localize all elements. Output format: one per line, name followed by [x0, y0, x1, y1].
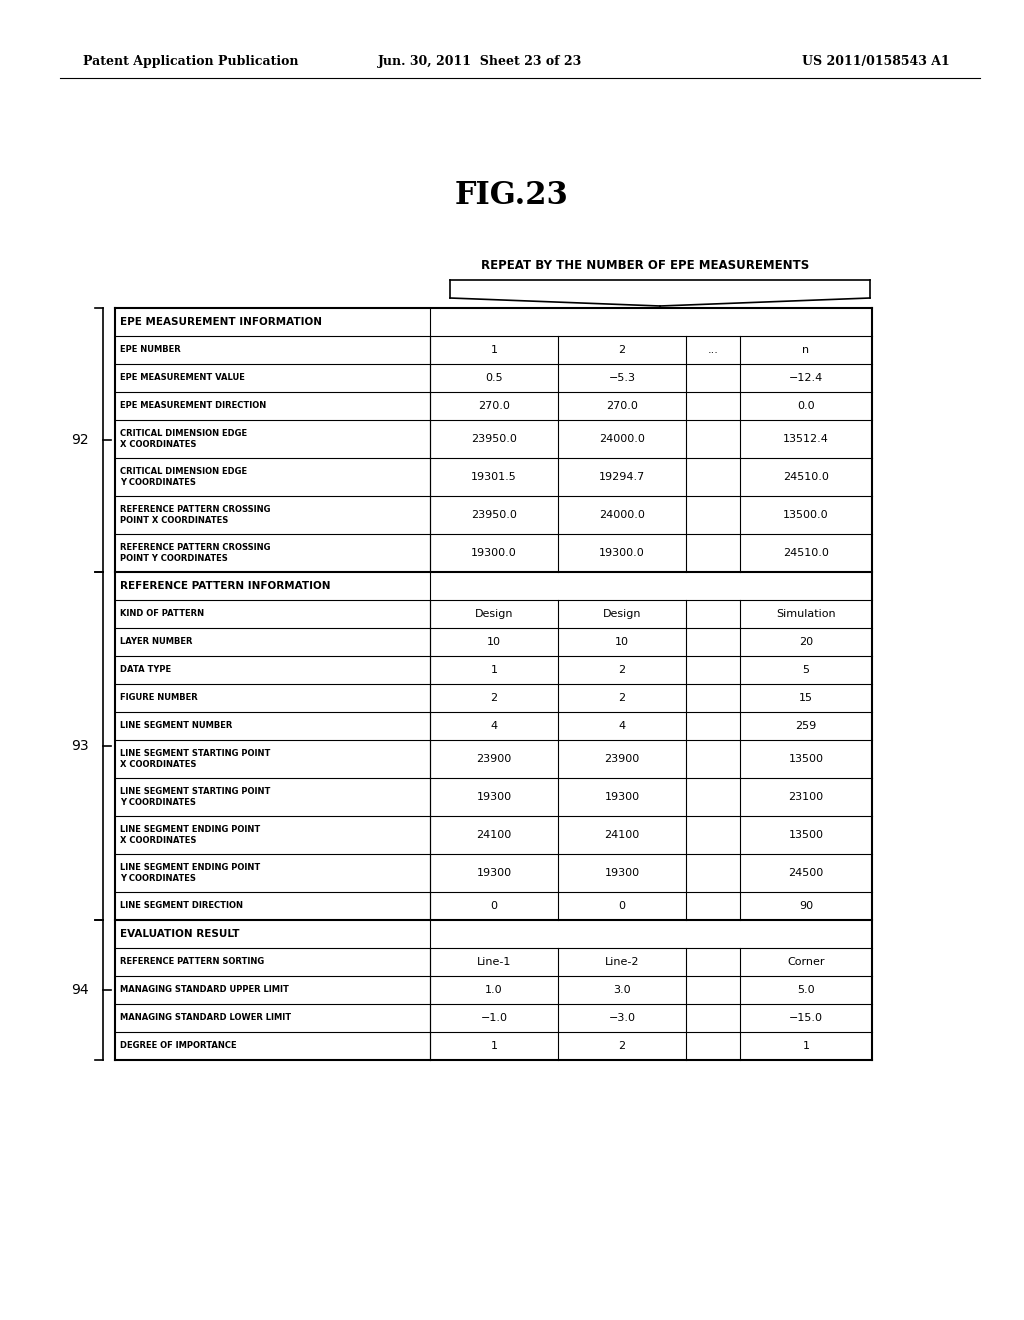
- Text: CRITICAL DIMENSION EDGE
X COORDINATES: CRITICAL DIMENSION EDGE X COORDINATES: [120, 429, 247, 449]
- Text: 24100: 24100: [604, 830, 640, 840]
- Text: 94: 94: [72, 983, 89, 997]
- Text: 19300: 19300: [604, 869, 640, 878]
- Text: 5: 5: [803, 665, 810, 675]
- Text: 10: 10: [615, 638, 629, 647]
- Text: 19301.5: 19301.5: [471, 473, 517, 482]
- Text: LINE SEGMENT ENDING POINT
X COORDINATES: LINE SEGMENT ENDING POINT X COORDINATES: [120, 825, 260, 845]
- Text: Simulation: Simulation: [776, 609, 836, 619]
- Text: LINE SEGMENT ENDING POINT
Y COORDINATES: LINE SEGMENT ENDING POINT Y COORDINATES: [120, 863, 260, 883]
- Text: 19294.7: 19294.7: [599, 473, 645, 482]
- Text: 13500: 13500: [788, 754, 823, 764]
- Text: 270.0: 270.0: [606, 401, 638, 411]
- Text: −3.0: −3.0: [608, 1012, 636, 1023]
- Text: Patent Application Publication: Patent Application Publication: [83, 55, 299, 69]
- Text: 23950.0: 23950.0: [471, 434, 517, 444]
- Text: MANAGING STANDARD UPPER LIMIT: MANAGING STANDARD UPPER LIMIT: [120, 986, 289, 994]
- Text: REFERENCE PATTERN SORTING: REFERENCE PATTERN SORTING: [120, 957, 264, 966]
- Text: 13512.4: 13512.4: [783, 434, 829, 444]
- Text: 20: 20: [799, 638, 813, 647]
- Text: US 2011/0158543 A1: US 2011/0158543 A1: [802, 55, 950, 69]
- Text: 24510.0: 24510.0: [783, 548, 829, 558]
- Text: 24000.0: 24000.0: [599, 510, 645, 520]
- Text: REFERENCE PATTERN CROSSING
POINT X COORDINATES: REFERENCE PATTERN CROSSING POINT X COORD…: [120, 506, 270, 525]
- Text: Design: Design: [603, 609, 641, 619]
- Text: 0: 0: [618, 902, 626, 911]
- Text: MANAGING STANDARD LOWER LIMIT: MANAGING STANDARD LOWER LIMIT: [120, 1014, 291, 1023]
- Text: 1: 1: [490, 665, 498, 675]
- Text: LINE SEGMENT DIRECTION: LINE SEGMENT DIRECTION: [120, 902, 243, 911]
- Text: LINE SEGMENT NUMBER: LINE SEGMENT NUMBER: [120, 722, 232, 730]
- Text: EPE MEASUREMENT DIRECTION: EPE MEASUREMENT DIRECTION: [120, 401, 266, 411]
- Text: 1: 1: [490, 345, 498, 355]
- Text: 93: 93: [72, 739, 89, 752]
- Text: 92: 92: [72, 433, 89, 447]
- Text: FIGURE NUMBER: FIGURE NUMBER: [120, 693, 198, 702]
- Text: 3.0: 3.0: [613, 985, 631, 995]
- Text: 24500: 24500: [788, 869, 823, 878]
- Text: REFERENCE PATTERN CROSSING
POINT Y COORDINATES: REFERENCE PATTERN CROSSING POINT Y COORD…: [120, 544, 270, 562]
- Text: ...: ...: [708, 345, 719, 355]
- Text: 15: 15: [799, 693, 813, 704]
- Text: −1.0: −1.0: [480, 1012, 508, 1023]
- Text: 2: 2: [618, 693, 626, 704]
- Text: EPE MEASUREMENT INFORMATION: EPE MEASUREMENT INFORMATION: [120, 317, 322, 327]
- Text: 4: 4: [618, 721, 626, 731]
- Text: n: n: [803, 345, 810, 355]
- Text: 4: 4: [490, 721, 498, 731]
- Text: FIG.23: FIG.23: [455, 180, 569, 210]
- Text: 259: 259: [796, 721, 816, 731]
- Text: 19300.0: 19300.0: [599, 548, 645, 558]
- Text: 23900: 23900: [604, 754, 640, 764]
- Text: 0.5: 0.5: [485, 374, 503, 383]
- Text: DATA TYPE: DATA TYPE: [120, 665, 171, 675]
- Text: 2: 2: [490, 693, 498, 704]
- Text: 5.0: 5.0: [798, 985, 815, 995]
- Text: 24510.0: 24510.0: [783, 473, 829, 482]
- Text: CRITICAL DIMENSION EDGE
Y COORDINATES: CRITICAL DIMENSION EDGE Y COORDINATES: [120, 467, 247, 487]
- Text: 19300: 19300: [476, 792, 512, 803]
- Text: LAYER NUMBER: LAYER NUMBER: [120, 638, 193, 647]
- Text: Corner: Corner: [787, 957, 824, 968]
- Text: 19300.0: 19300.0: [471, 548, 517, 558]
- Text: −12.4: −12.4: [788, 374, 823, 383]
- Text: LINE SEGMENT STARTING POINT
X COORDINATES: LINE SEGMENT STARTING POINT X COORDINATE…: [120, 750, 270, 768]
- Text: 13500: 13500: [788, 830, 823, 840]
- Text: 1: 1: [490, 1041, 498, 1051]
- Text: 0.0: 0.0: [798, 401, 815, 411]
- Text: 1: 1: [803, 1041, 810, 1051]
- Text: REPEAT BY THE NUMBER OF EPE MEASUREMENTS: REPEAT BY THE NUMBER OF EPE MEASUREMENTS: [481, 259, 809, 272]
- Text: KIND OF PATTERN: KIND OF PATTERN: [120, 610, 204, 619]
- Text: 1.0: 1.0: [485, 985, 503, 995]
- Text: EPE NUMBER: EPE NUMBER: [120, 346, 181, 355]
- Text: −15.0: −15.0: [790, 1012, 823, 1023]
- Text: REFERENCE PATTERN INFORMATION: REFERENCE PATTERN INFORMATION: [120, 581, 331, 591]
- Text: Jun. 30, 2011  Sheet 23 of 23: Jun. 30, 2011 Sheet 23 of 23: [378, 55, 582, 69]
- Text: 90: 90: [799, 902, 813, 911]
- Text: DEGREE OF IMPORTANCE: DEGREE OF IMPORTANCE: [120, 1041, 237, 1051]
- Text: 24100: 24100: [476, 830, 512, 840]
- Text: EPE MEASUREMENT VALUE: EPE MEASUREMENT VALUE: [120, 374, 245, 383]
- Text: LINE SEGMENT STARTING POINT
Y COORDINATES: LINE SEGMENT STARTING POINT Y COORDINATE…: [120, 787, 270, 807]
- Text: 270.0: 270.0: [478, 401, 510, 411]
- Text: 23950.0: 23950.0: [471, 510, 517, 520]
- Text: Design: Design: [475, 609, 513, 619]
- Text: 19300: 19300: [604, 792, 640, 803]
- Text: EVALUATION RESULT: EVALUATION RESULT: [120, 929, 240, 939]
- Text: 13500.0: 13500.0: [783, 510, 828, 520]
- Text: Line-1: Line-1: [477, 957, 511, 968]
- Text: 0: 0: [490, 902, 498, 911]
- Text: 24000.0: 24000.0: [599, 434, 645, 444]
- Text: 23100: 23100: [788, 792, 823, 803]
- Text: 19300: 19300: [476, 869, 512, 878]
- Text: −5.3: −5.3: [608, 374, 636, 383]
- Text: 10: 10: [487, 638, 501, 647]
- Text: 23900: 23900: [476, 754, 512, 764]
- Text: 2: 2: [618, 665, 626, 675]
- Text: Line-2: Line-2: [605, 957, 639, 968]
- Text: 2: 2: [618, 1041, 626, 1051]
- Text: 2: 2: [618, 345, 626, 355]
